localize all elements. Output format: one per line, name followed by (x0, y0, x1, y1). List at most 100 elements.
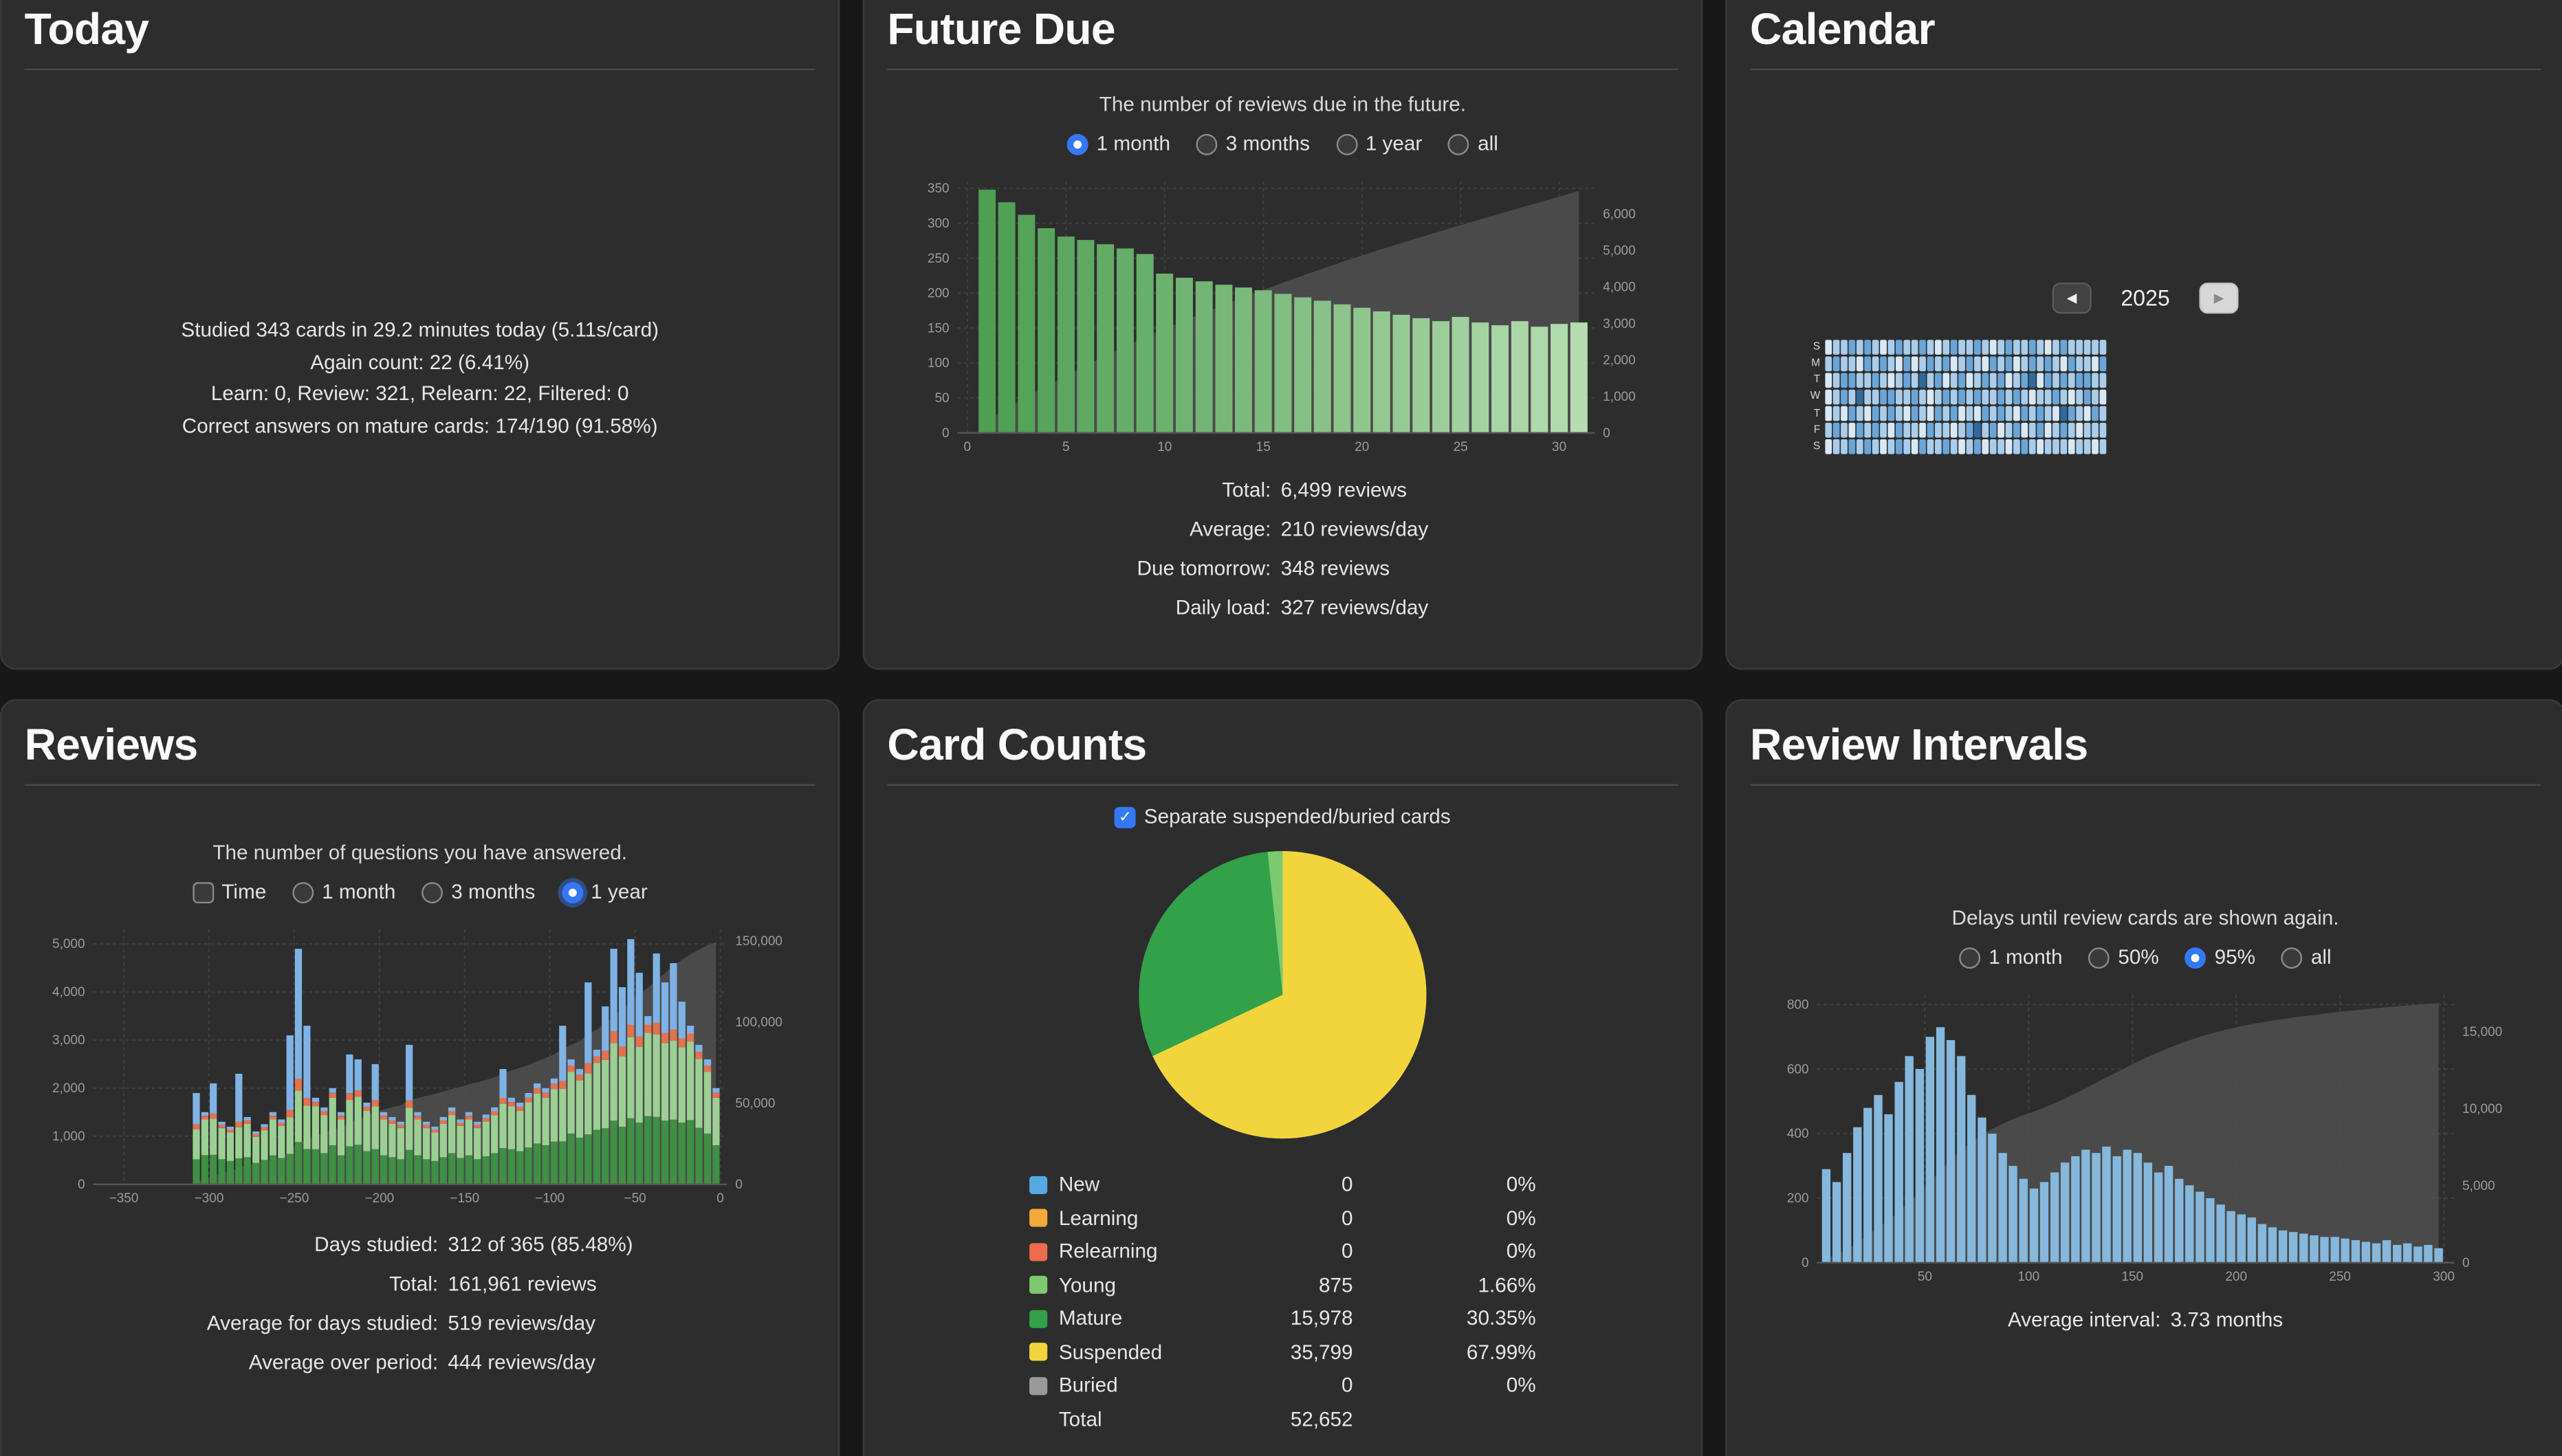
svg-text:5,000: 5,000 (52, 937, 85, 951)
legend-swatch-new-icon (1029, 1176, 1048, 1194)
day-label: W (1810, 391, 1821, 403)
svg-text:15,000: 15,000 (2462, 1025, 2502, 1039)
svg-text:0: 0 (735, 1178, 743, 1192)
panel-future-due: Future Due The number of reviews due in … (862, 0, 1703, 670)
radio-dot-icon (421, 881, 444, 903)
svg-text:30: 30 (1552, 440, 1566, 454)
stat-label: Average over period: (248, 1351, 439, 1374)
svg-text:800: 800 (1787, 997, 1809, 1012)
svg-text:4,000: 4,000 (52, 985, 85, 1000)
control-label: 1 month (322, 880, 396, 904)
legend-label: Suspended (1058, 1341, 1163, 1364)
legend-count: 0 (1342, 1173, 1353, 1197)
stat-value: 312 of 365 (85.48%) (448, 1233, 633, 1257)
legend-count: 35,799 (1290, 1341, 1353, 1364)
svg-text:15: 15 (1256, 440, 1271, 454)
svg-text:0: 0 (964, 440, 972, 454)
legend-count: 0 (1342, 1240, 1353, 1264)
stat-value: 6,499 reviews (1280, 478, 1407, 502)
legend-percent: 1.66% (1478, 1273, 1536, 1297)
stat-value: 327 reviews/day (1280, 596, 1429, 619)
radio-1-year[interactable]: 1 year (561, 880, 648, 904)
legend-count: 875 (1318, 1273, 1353, 1297)
svg-text:−250: −250 (280, 1191, 309, 1206)
stat-label: Due tomorrow: (1137, 557, 1271, 580)
panel-review-intervals: Review Intervals Delays until review car… (1725, 699, 2562, 1456)
radio-1-month[interactable]: 1 month (292, 881, 395, 903)
reviews-title: Reviews (24, 720, 199, 770)
radio-1-month[interactable]: 1 month (1959, 946, 2063, 969)
svg-text:200: 200 (2225, 1270, 2247, 1284)
svg-text:150,000: 150,000 (735, 934, 782, 949)
control-label: Time (221, 880, 267, 904)
legend-swatch-learning-icon (1029, 1209, 1048, 1228)
legend-label: Mature (1058, 1307, 1123, 1330)
checkbox-time[interactable]: Time (192, 880, 267, 904)
day-label: M (1811, 357, 1821, 370)
legend-label: Total (1058, 1407, 1102, 1431)
next-year-button[interactable]: ▶ (2199, 283, 2239, 314)
svg-text:100: 100 (928, 356, 950, 371)
legend-percent: 0% (1506, 1206, 1536, 1230)
svg-text:−100: −100 (535, 1191, 565, 1206)
legend-label: New (1058, 1173, 1100, 1197)
svg-text:1,000: 1,000 (52, 1129, 85, 1144)
radio-50pct[interactable]: 50% (2088, 945, 2159, 969)
radio-all[interactable]: all (1448, 132, 1498, 155)
legend-row-suspended: Suspended 35,799 67.99% (1029, 1336, 1536, 1369)
today-stat-line: Studied 343 cards in 29.2 minutes today … (181, 318, 659, 342)
today-stat-line: Correct answers on mature cards: 174/190… (182, 414, 658, 437)
stat-label: Average for days studied: (206, 1312, 439, 1335)
future-due-title: Future Due (887, 5, 1115, 54)
svg-text:−150: −150 (450, 1191, 479, 1206)
day-label: F (1813, 424, 1821, 436)
legend-total-row: Total 52,652 (1029, 1402, 1536, 1436)
right-arrow-icon: ▶ (2213, 290, 2224, 306)
checkbox-separate-suspended-buried-cards[interactable]: ✓ Separate suspended/buried cards (1115, 806, 1451, 828)
review-intervals-chart: 0 200 400 600 800 0 5,000 10,000 15,000 50 100 150 2… (1787, 995, 2502, 1284)
svg-text:−300: −300 (195, 1191, 224, 1206)
legend-count: 52,652 (1290, 1407, 1353, 1431)
svg-text:350: 350 (928, 181, 950, 196)
checkbox-box-icon (192, 881, 214, 903)
radio-1-year[interactable]: 1 year (1335, 132, 1422, 155)
control-label: 50% (2118, 945, 2159, 969)
future-due-subtitle: The number of reviews due in the future. (1099, 93, 1467, 116)
previous-year-button[interactable]: ◀ (2052, 283, 2092, 314)
divider (1749, 784, 2541, 786)
radio-dot-icon (292, 881, 314, 903)
legend-label: Learning (1058, 1206, 1139, 1230)
radio-1-month[interactable]: 1 month (1066, 132, 1170, 155)
control-label: 95% (2214, 945, 2256, 969)
radio-95pct[interactable]: 95% (2185, 946, 2255, 969)
svg-text:6,000: 6,000 (1603, 208, 1636, 222)
svg-text:50,000: 50,000 (735, 1096, 775, 1111)
radio-all[interactable]: all (2281, 946, 2332, 969)
radio-dot-icon (1066, 133, 1088, 155)
panel-today: Today Studied 343 cards in 29.2 minutes … (0, 0, 840, 670)
svg-text:2,000: 2,000 (1603, 353, 1636, 368)
control-label: 1 year (591, 880, 648, 904)
control-label: 3 months (1225, 132, 1310, 155)
svg-text:250: 250 (928, 252, 950, 266)
legend-percent: 0% (1506, 1374, 1536, 1398)
calendar-heatmap[interactable] (1825, 340, 2107, 456)
svg-text:200: 200 (928, 287, 950, 301)
svg-text:4,000: 4,000 (1603, 280, 1636, 295)
radio-3-months[interactable]: 3 months (421, 881, 535, 903)
svg-text:3,000: 3,000 (52, 1033, 85, 1048)
svg-text:0: 0 (1603, 426, 1610, 441)
radio-3-months[interactable]: 3 months (1196, 132, 1310, 155)
calendar-year-nav: ◀ 2025 ▶ (1750, 283, 2541, 314)
card-counts-legend: New 0 0% Learning 0 0% Relearning 0 0% Young 875 1.… (1029, 1168, 1536, 1436)
review-intervals-average: Average interval: 3.73 months (1750, 1308, 2541, 1333)
svg-text:5,000: 5,000 (1603, 244, 1636, 258)
divider (24, 784, 815, 786)
svg-text:0: 0 (2462, 1256, 2470, 1270)
svg-text:−50: −50 (624, 1191, 646, 1206)
stat-value: 161,961 reviews (448, 1272, 597, 1296)
